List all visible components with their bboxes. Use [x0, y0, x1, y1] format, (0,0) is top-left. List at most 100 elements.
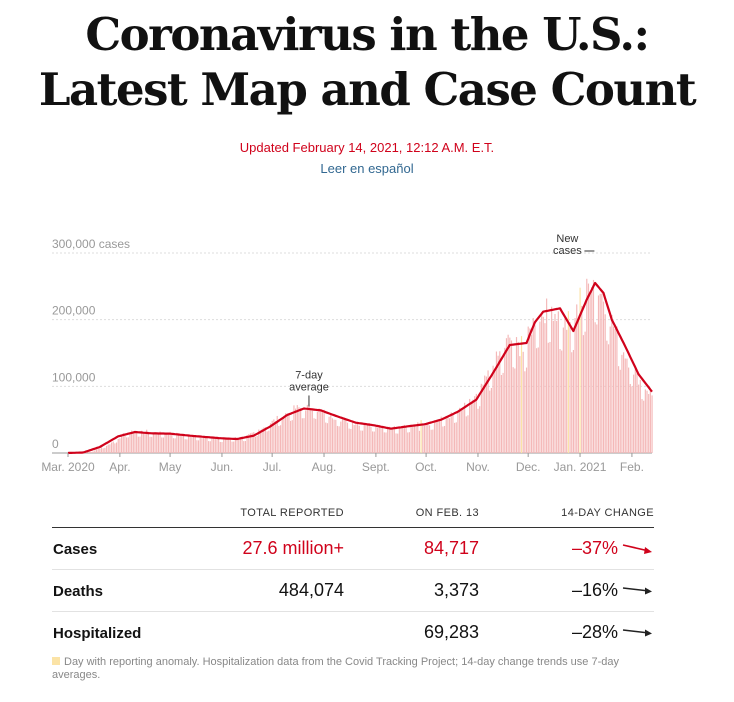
daily-case-bar — [524, 371, 526, 453]
daily-case-bar — [447, 416, 449, 453]
daily-case-bar — [171, 434, 173, 453]
daily-case-bar — [97, 448, 99, 453]
header-on-feb-13: ON FEB. 13 — [415, 507, 479, 519]
daily-case-bar — [412, 426, 414, 453]
daily-case-bar — [380, 427, 382, 453]
daily-case-bar — [226, 438, 228, 453]
daily-case-bar — [117, 439, 119, 453]
daily-case-bar — [89, 451, 91, 453]
daily-case-bar — [648, 394, 650, 453]
daily-case-bar — [377, 427, 379, 453]
daily-case-bar — [492, 365, 494, 453]
daily-case-bar — [311, 410, 313, 453]
daily-case-bar — [574, 318, 576, 453]
daily-case-bar — [177, 434, 180, 453]
daily-case-bar — [90, 451, 93, 453]
daily-case-bar — [132, 433, 134, 453]
daily-case-bar — [597, 295, 600, 453]
daily-case-bar — [455, 422, 457, 453]
daily-case-bar — [229, 438, 231, 453]
daily-case-bar — [561, 350, 563, 453]
trend-down-arrow-icon — [622, 542, 654, 560]
daily-case-bar — [290, 420, 292, 453]
daily-case-bar — [154, 432, 156, 453]
daily-case-bar — [512, 367, 514, 453]
daily-case-bar — [383, 432, 385, 453]
daily-case-bar — [208, 441, 210, 453]
seven-day-average-line — [67, 281, 653, 455]
total-value: 27.6 million+ — [242, 538, 344, 558]
daily-case-bar — [223, 437, 225, 453]
daily-case-bar — [448, 418, 451, 453]
daily-case-bar — [238, 438, 240, 453]
daily-case-bar — [649, 390, 651, 453]
daily-case-bar — [370, 426, 372, 453]
daily-case-bar — [489, 390, 491, 453]
daily-case-bar — [395, 433, 397, 453]
daily-case-bar — [415, 426, 417, 453]
daily-case-bar — [283, 415, 285, 453]
daily-case-bar — [619, 369, 621, 453]
daily-case-bar — [544, 323, 546, 453]
y-tick-label: 200,000 — [52, 304, 96, 318]
daily-case-bar — [407, 432, 409, 453]
daily-case-bar — [196, 440, 198, 453]
daily-case-bar — [214, 438, 216, 453]
title-line-1: Coronavirus in the U.S.: — [85, 8, 650, 61]
daily-case-bar — [579, 287, 581, 453]
daily-case-bar — [213, 438, 215, 453]
daily-case-bar — [534, 325, 536, 453]
daily-case-bar — [211, 436, 213, 453]
daily-case-bar — [244, 441, 247, 453]
day-value: 84,717 — [423, 538, 479, 558]
x-tick-label: Apr. — [109, 460, 130, 474]
updated-timestamp: Updated February 14, 2021, 12:12 A.M. E.… — [239, 140, 495, 155]
daily-case-bar — [124, 435, 126, 453]
daily-case-bar — [479, 406, 481, 453]
daily-case-bar — [559, 349, 561, 453]
daily-case-bar — [382, 426, 384, 453]
daily-case-bar — [278, 425, 280, 453]
daily-case-bar — [400, 426, 402, 453]
total-value: 484,074 — [278, 580, 344, 600]
daily-case-bar — [336, 425, 339, 453]
daily-case-bar — [166, 433, 168, 453]
daily-case-bar — [462, 408, 464, 453]
daily-case-bar — [522, 351, 524, 453]
daily-case-bar — [477, 408, 479, 453]
daily-case-bar — [569, 322, 571, 453]
daily-case-bar — [248, 434, 250, 453]
daily-case-bar — [594, 322, 596, 453]
daily-case-bar — [557, 311, 559, 453]
daily-case-bar — [499, 351, 501, 453]
daily-case-bar — [335, 419, 337, 453]
daily-case-bar — [586, 278, 588, 453]
daily-case-bar — [584, 331, 586, 453]
row-label: Deaths — [53, 583, 104, 600]
daily-case-bar — [422, 425, 424, 453]
x-tick-label: Sept. — [362, 460, 390, 474]
x-tick-label: Jun. — [211, 460, 234, 474]
daily-case-bar — [413, 425, 416, 453]
daily-case-bar — [470, 401, 472, 453]
trend-arrow-icon — [622, 584, 654, 602]
daily-case-bar — [432, 429, 434, 453]
spanish-link[interactable]: Leer en español — [320, 161, 414, 176]
daily-case-bar — [333, 419, 335, 453]
trend-arrow-icon — [622, 626, 654, 644]
x-tick-label: May — [159, 460, 182, 474]
daily-case-bar — [341, 418, 344, 453]
daily-case-bar — [141, 430, 143, 453]
daily-case-bar — [509, 337, 511, 453]
daily-case-bar — [532, 318, 534, 453]
daily-case-bar — [502, 372, 504, 453]
daily-case-bar — [152, 433, 154, 453]
daily-case-bar — [602, 301, 605, 453]
daily-case-bar — [542, 316, 544, 453]
x-tick-label: Dec. — [516, 460, 541, 474]
header-14-day-change: 14-DAY CHANGE — [561, 507, 654, 519]
daily-case-bar — [505, 338, 508, 453]
daily-case-bar — [454, 422, 456, 453]
daily-case-bar — [519, 356, 521, 453]
daily-case-bar — [631, 386, 633, 453]
